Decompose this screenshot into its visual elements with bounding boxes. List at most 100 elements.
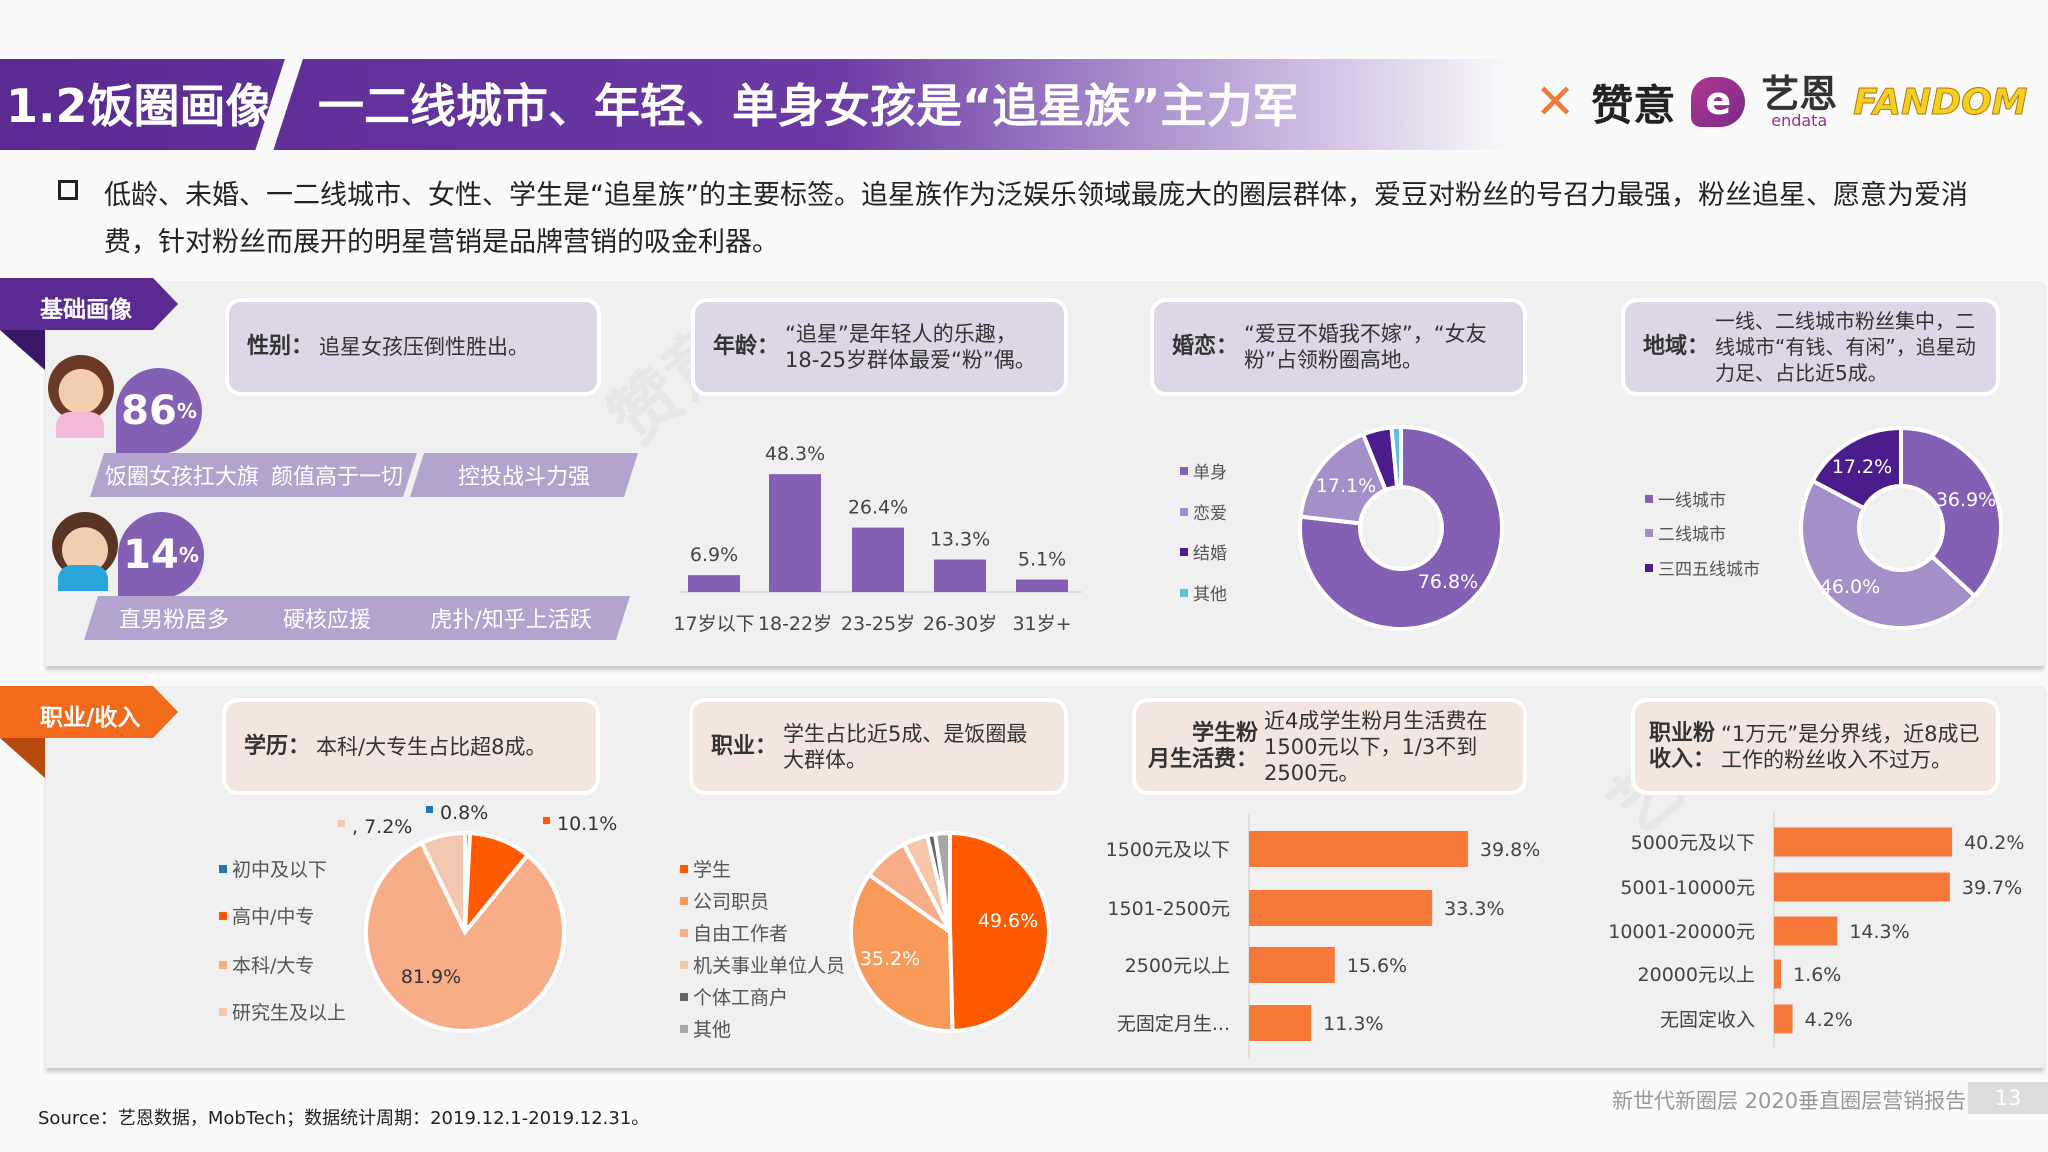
- male-percent-badge: 14%: [118, 512, 204, 598]
- age-category-label: 23-25岁: [841, 613, 915, 635]
- legend-marker-icon: [1180, 588, 1188, 597]
- legend-label: 个体工商户: [693, 987, 789, 1009]
- living-bar: [1249, 890, 1433, 926]
- living-bar-value: 11.3%: [1323, 1013, 1383, 1035]
- legend-label: 机关事业单位人员: [693, 955, 846, 977]
- income-bar: [1774, 827, 1953, 857]
- occupation-slice: [849, 872, 955, 1033]
- occupation-legend-item: 自由工作者: [680, 919, 788, 946]
- male-tag: 硬核应援: [246, 596, 408, 640]
- income-label-line2: 收入：: [1649, 746, 1716, 772]
- income-bar-value: 40.2%: [1964, 832, 2024, 854]
- occupation-label: 职业：: [711, 733, 778, 759]
- occupation-slice: [948, 830, 1052, 1034]
- page-number: 13: [1968, 1082, 2048, 1114]
- legend-label: 二线城市: [1658, 525, 1726, 545]
- income-text: “1万元”是分界线，近8成已工作的粉丝收入不过万。: [1721, 721, 1980, 772]
- education-legend-item: 高中/中专: [219, 902, 314, 929]
- legend-marker-icon: [680, 896, 688, 905]
- education-label: 学历：: [244, 733, 311, 759]
- region-text: 一线、二线城市粉丝集中，二线城市“有钱、有闲”，追星动力足、占比近5成。: [1715, 309, 1976, 385]
- age-box: 年龄： “追星”是年轻人的乐趣，18-25岁群体最爱“粉”偶。: [695, 302, 1064, 392]
- region-legend-item: 二线城市: [1645, 520, 1726, 545]
- male-tag: 直男粉居多: [84, 596, 264, 640]
- legend-marker-icon: [680, 1024, 688, 1033]
- region-slice: [1799, 478, 1978, 630]
- age-category-label: 26-30岁: [923, 613, 997, 635]
- goodidea-logo-icon: ✕: [1535, 74, 1576, 130]
- bullet-square-icon: [58, 180, 78, 200]
- legend-marker-icon: [680, 992, 688, 1001]
- title-bar: [0, 59, 1515, 150]
- education-slice-label: 81.9%: [401, 966, 461, 988]
- region-box: 地域： 一线、二线城市粉丝集中，二线城市“有钱、有闲”，追星动力足、占比近5成。: [1625, 302, 1996, 392]
- section-title: 1.2饭圈画像: [6, 79, 272, 133]
- age-bar: [1016, 579, 1068, 592]
- living-bar-value: 33.3%: [1444, 898, 1504, 920]
- legend-marker-icon: [680, 960, 688, 969]
- education-label-marker: [426, 806, 433, 813]
- legend-label: 其他: [1193, 585, 1227, 605]
- legend-marker-icon: [1645, 528, 1653, 537]
- income-category-label: 5000元及以下: [1631, 832, 1755, 854]
- marriage-label: 婚恋：: [1172, 334, 1239, 359]
- gender-box: 性别： 追星女孩压倒性胜出。: [229, 302, 597, 392]
- source-note: Source：艺恩数据，MobTech；数据统计周期：2019.12.1-201…: [38, 1108, 650, 1129]
- ribbon-occupation-income: 职业/收入: [0, 686, 178, 738]
- occupation-legend-item: 其他: [680, 1015, 731, 1042]
- female-percent-badge: 86%: [116, 368, 202, 454]
- age-bar: [769, 474, 821, 592]
- living-text: 近4成学生粉月生活费在1500元以下，1/3不到2500元。: [1264, 708, 1488, 785]
- region-slice-label: 17.2%: [1832, 456, 1892, 478]
- living-category-label: 无固定月生...: [1117, 1013, 1230, 1035]
- marriage-slice-label: 17.1%: [1316, 475, 1376, 497]
- education-slice: [364, 840, 566, 1033]
- female-avatar-body: [56, 412, 104, 438]
- marriage-legend-item: 结婚: [1180, 539, 1227, 564]
- living-category-label: 1500元及以下: [1106, 839, 1230, 861]
- education-slice: [419, 830, 467, 933]
- endata-logo-cn: 艺恩: [1761, 72, 1838, 116]
- legend-marker-icon: [219, 960, 227, 969]
- age-bar: [934, 559, 986, 592]
- occupation-legend-item: 公司职员: [680, 887, 769, 914]
- page-title: 一二线城市、年轻、单身女孩是“追星族”主力军: [318, 79, 1299, 133]
- age-bar: [852, 527, 904, 592]
- legend-label: 学生: [693, 859, 732, 881]
- marriage-slice: [1389, 424, 1403, 490]
- education-label-marker: [338, 820, 345, 827]
- legend-label: 结婚: [1193, 544, 1227, 564]
- income-label: 职业粉 收入：: [1649, 721, 1715, 773]
- age-bar: [688, 575, 740, 592]
- living-category-label: 1501-2500元: [1107, 898, 1230, 920]
- region-label: 地域：: [1643, 334, 1710, 359]
- legend-marker-icon: [680, 928, 688, 937]
- region-slice-label: 36.9%: [1936, 489, 1996, 511]
- endata-logo-icon: e: [1691, 77, 1746, 127]
- legend-label: 单身: [1193, 463, 1227, 483]
- occupation-legend-item: 学生: [680, 855, 731, 882]
- legend-label: 恋爱: [1193, 504, 1227, 524]
- education-text: 本科/大专生占比超8成。: [316, 734, 547, 759]
- education-legend-item: 研究生及以上: [219, 998, 346, 1025]
- education-slice-label: 10.1%: [557, 813, 617, 835]
- age-bar-value: 5.1%: [1018, 549, 1066, 571]
- region-legend-item: 一线城市: [1645, 486, 1726, 511]
- male-tag: 虎扑/知乎上活跃: [392, 596, 630, 640]
- occupation-box: 职业： 学生占比近5成、是饭圈最大群体。: [693, 702, 1064, 791]
- income-bar-value: 14.3%: [1849, 921, 1909, 943]
- legend-marker-icon: [680, 864, 688, 873]
- goodidea-logo-text: 赞意: [1591, 80, 1676, 130]
- female-tag: 颜值高于一切: [257, 453, 417, 497]
- occupation-legend-item: 机关事业单位人员: [680, 951, 845, 978]
- legend-label: 高中/中专: [232, 906, 315, 928]
- education-slice-label: 0.8%: [440, 802, 488, 824]
- legend-label: 三四五线城市: [1658, 560, 1760, 580]
- living-bar: [1249, 831, 1468, 867]
- living-label-line1: 学生粉: [1192, 720, 1259, 746]
- region-slice: [1899, 425, 2003, 599]
- legend-marker-icon: [1645, 494, 1653, 503]
- legend-label: 一线城市: [1658, 491, 1726, 511]
- region-slice: [1810, 425, 1903, 511]
